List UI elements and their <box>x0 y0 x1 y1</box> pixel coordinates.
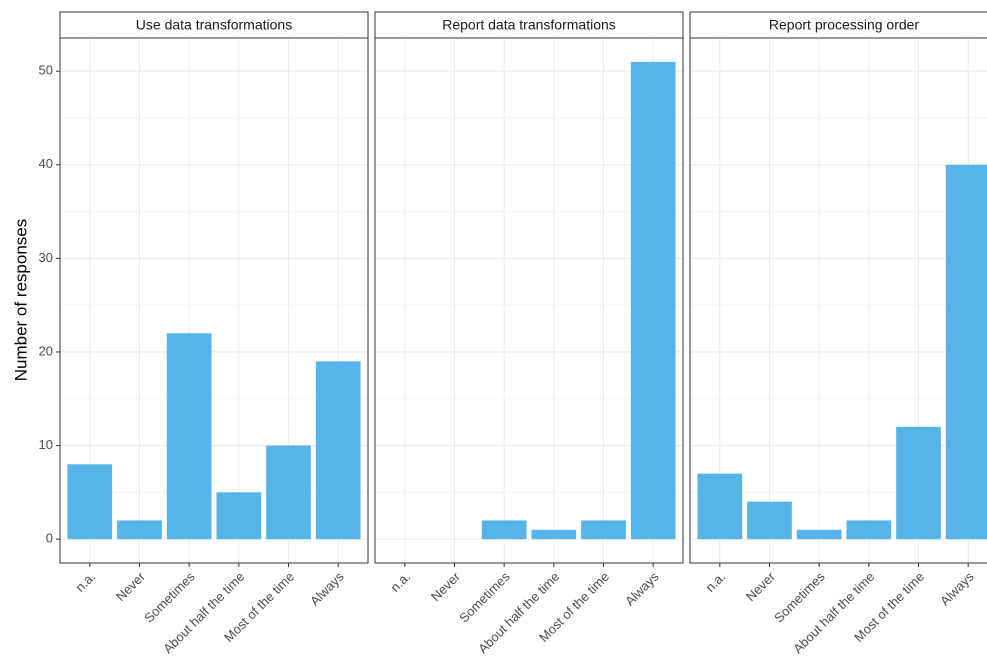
bar <box>67 464 113 540</box>
x-tick-label: n.a. <box>387 569 413 595</box>
bar <box>315 361 361 540</box>
bar <box>796 529 842 540</box>
bar <box>747 501 792 540</box>
bar <box>581 520 626 540</box>
y-axis-title: Number of responses <box>11 219 30 382</box>
x-tick-label: Always <box>937 569 977 609</box>
x-tick-label: Always <box>307 569 347 609</box>
x-tick-label: Always <box>622 569 662 609</box>
bar <box>266 445 311 540</box>
bar <box>697 473 743 540</box>
x-tick-label: Never <box>428 568 464 604</box>
bar <box>216 492 262 540</box>
x-tick-label: Never <box>113 568 149 604</box>
strip <box>689 11 987 39</box>
y-tick-label: 20 <box>39 343 53 358</box>
y-tick-label: 0 <box>46 531 53 546</box>
bar <box>630 61 676 540</box>
bar <box>846 520 892 540</box>
y-tick-label: 10 <box>39 437 53 452</box>
strip <box>374 11 684 39</box>
y-tick-label: 30 <box>39 250 53 265</box>
bar <box>117 520 162 540</box>
bar <box>896 426 941 540</box>
x-tick-label: n.a. <box>702 569 728 595</box>
bar <box>945 164 987 540</box>
y-tick-label: 40 <box>39 156 53 171</box>
panel-title: Report processing order <box>769 17 920 33</box>
x-tick-label: n.a. <box>72 569 98 595</box>
panel-title: Use data transformations <box>136 17 292 33</box>
bar <box>481 520 527 540</box>
panel-title: Report data transformations <box>442 17 616 33</box>
bar <box>166 333 212 540</box>
strip <box>59 11 369 39</box>
x-tick-label: Never <box>743 568 779 604</box>
bar <box>531 529 577 540</box>
y-tick-label: 50 <box>39 63 53 78</box>
